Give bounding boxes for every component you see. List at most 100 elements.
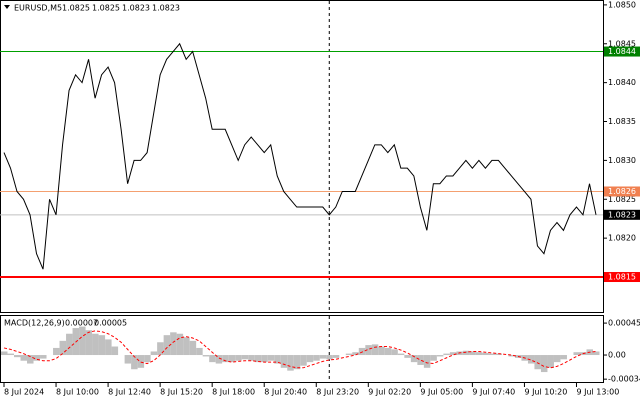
macd-bar [287, 355, 294, 371]
macd-bar [1, 351, 8, 356]
x-tick-label: 8 Jul 23:20 [316, 388, 359, 397]
macd-bar [144, 355, 151, 363]
macd-bar [111, 346, 119, 356]
macd-bar [248, 355, 255, 361]
x-tick-label: 8 Jul 2024 [4, 388, 44, 397]
price-label: 1.0815 [608, 273, 636, 282]
macd-bar [371, 344, 379, 356]
y-tick-label: 1.0835 [608, 117, 636, 126]
price-label-box [604, 186, 640, 197]
macd-bar [527, 355, 535, 364]
price-label-box [604, 46, 640, 57]
macd-bar [508, 355, 515, 357]
ohlc-close: 1.0823 [152, 4, 180, 13]
y-tick-label: 1.0845 [608, 39, 636, 48]
macd-bar [313, 355, 320, 361]
macd-bar [222, 355, 229, 363]
x-tick-label: 8 Jul 10:00 [56, 388, 99, 397]
price-label-box [604, 272, 640, 283]
macd-bar [573, 352, 580, 356]
macd-bar [157, 342, 164, 356]
macd-bar [53, 347, 60, 356]
macd-bar [33, 355, 41, 361]
x-tick-label: 9 Jul 10:20 [524, 388, 567, 397]
macd-bar [391, 349, 398, 356]
signal-line [3, 330, 597, 369]
macd-bar [131, 355, 138, 370]
macd-bar [443, 353, 450, 356]
price-pane [0, 0, 604, 313]
macd-bar [436, 355, 444, 357]
x-tick-label: 9 Jul 07:40 [472, 388, 515, 397]
macd-bar [163, 335, 171, 356]
macd-bar [462, 350, 470, 356]
indicator-title: MACD(12,26,9) [4, 319, 65, 328]
macd-bar [66, 333, 73, 356]
price-label: 1.0823 [608, 210, 636, 219]
macd-bar [495, 353, 502, 356]
macd-value: 0.00007 [65, 319, 98, 328]
macd-bar [352, 352, 359, 356]
macd-bar [215, 355, 223, 364]
macd-bar [449, 352, 457, 356]
x-tick-label: 9 Jul 05:00 [420, 388, 463, 397]
y-tick-label: -0.00034 [608, 375, 640, 384]
macd-bar [326, 355, 333, 360]
macd-bar [40, 355, 47, 359]
x-tick-label: 9 Jul 13:00 [576, 388, 619, 397]
macd-bar [397, 353, 405, 356]
macd-bar [105, 339, 112, 356]
x-tick-label: 8 Jul 15:20 [160, 388, 203, 397]
x-tick-label: 8 Jul 18:00 [212, 388, 255, 397]
macd-bar [475, 352, 483, 356]
macd-bar [209, 355, 216, 363]
macd-bar [593, 351, 600, 356]
symbol-menu-icon[interactable] [4, 5, 10, 9]
macd-bar [300, 355, 307, 366]
macd-bar [430, 355, 437, 361]
y-tick-label: 1.0840 [608, 78, 636, 87]
ohlc-open: 1.0825 [62, 4, 90, 13]
macd-bar [254, 355, 262, 363]
macd-bar [378, 346, 385, 356]
macd-bar [189, 340, 197, 356]
macd-bar [306, 355, 314, 363]
macd-bar [293, 355, 301, 370]
macd-bar [202, 355, 210, 357]
macd-bar [241, 355, 249, 360]
macd-bar [540, 355, 548, 373]
y-tick-label: 0.00045 [608, 319, 640, 328]
y-tick-label: 1.0850 [608, 0, 636, 9]
ohlc-low: 1.0823 [122, 4, 150, 13]
price-label-box [604, 209, 640, 220]
macd-bar [274, 355, 281, 364]
macd-bar [488, 353, 496, 356]
macd-bar [92, 333, 99, 356]
macd-bar [150, 351, 158, 356]
macd-bar [553, 355, 561, 363]
ohlc-high: 1.0825 [92, 4, 120, 13]
macd-bar [27, 355, 34, 364]
macd-bar [59, 340, 67, 356]
signal-value: 0.00005 [94, 319, 127, 328]
macd-bar [365, 345, 372, 356]
macd-bar [183, 337, 190, 356]
y-tick-label: 1.0830 [608, 156, 636, 165]
macd-bar [124, 355, 132, 364]
price-label: 1.0844 [608, 47, 636, 56]
macd-bar [85, 330, 93, 356]
macd-bar [547, 355, 554, 368]
macd-bar [14, 355, 21, 358]
macd-bar [423, 355, 431, 368]
price-line [3, 42, 597, 270]
macd-bar [228, 355, 236, 363]
macd-bar [280, 355, 288, 368]
chart-title: EURUSD,M5 [14, 4, 62, 13]
macd-bar [319, 355, 327, 359]
macd-bar [332, 355, 340, 358]
macd-bar [534, 355, 541, 370]
macd-bar [170, 332, 177, 356]
macd-bar [79, 326, 86, 356]
macd-bar [20, 355, 28, 361]
